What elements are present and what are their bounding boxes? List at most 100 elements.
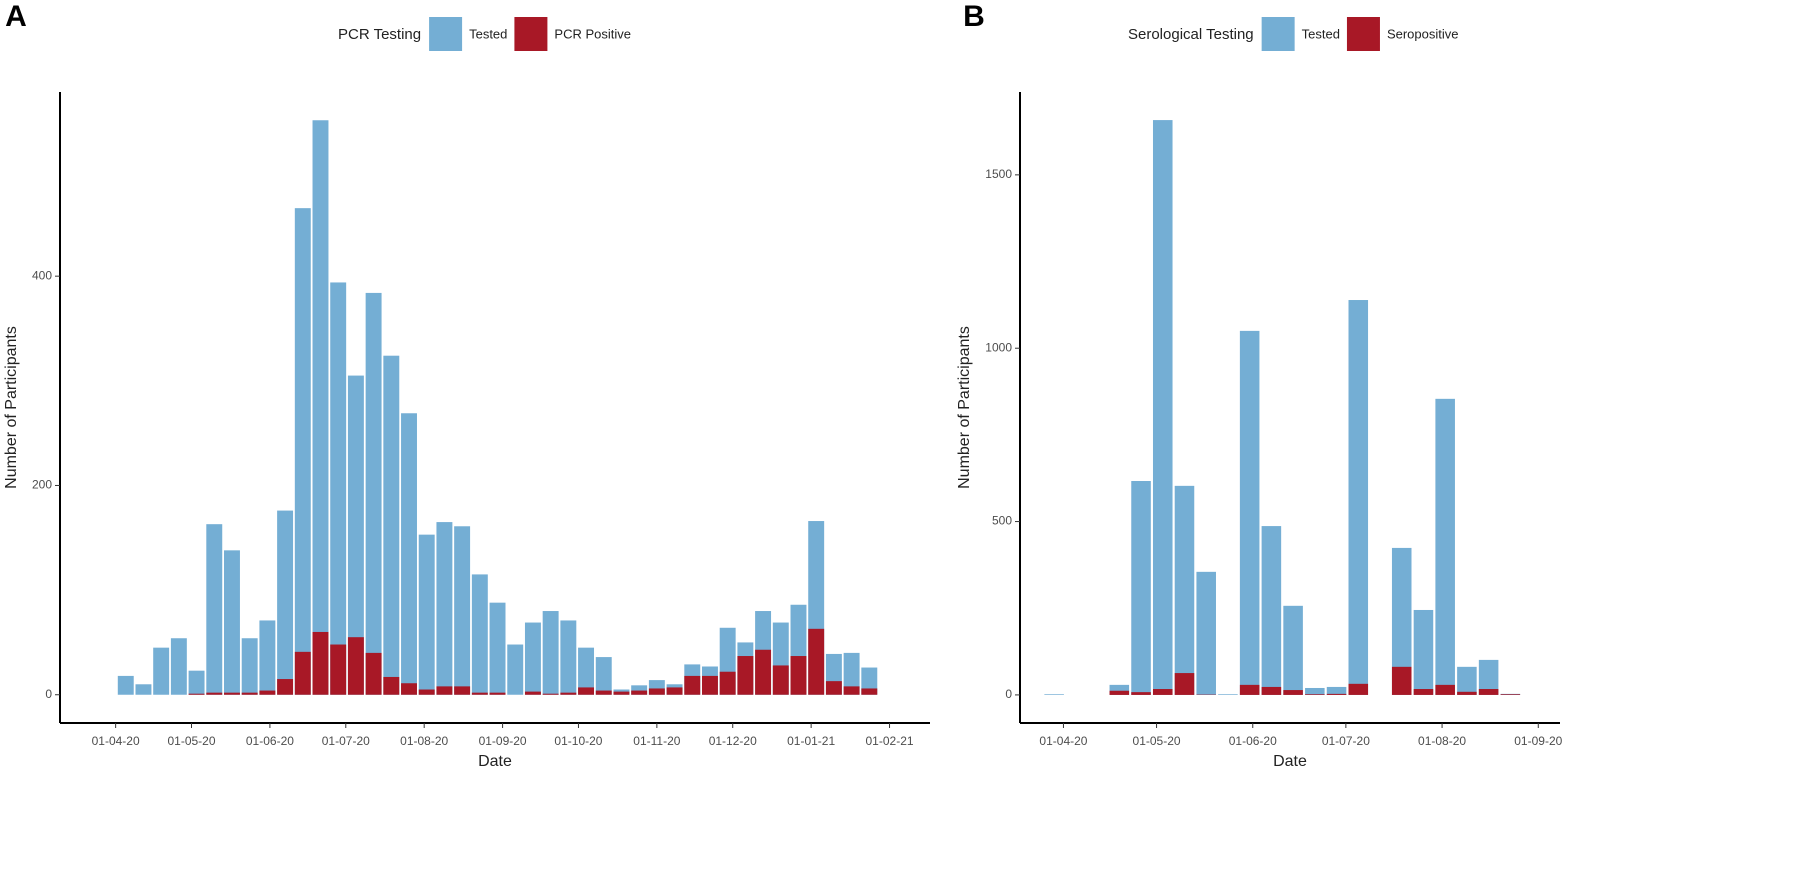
bar — [1131, 481, 1151, 695]
x-tick-label: 01-12-20 — [709, 734, 757, 748]
y-tick-label: 1000 — [985, 340, 1012, 354]
bar — [595, 690, 612, 695]
bar — [1478, 659, 1499, 695]
bar — [1283, 605, 1303, 695]
bar — [454, 526, 471, 695]
bar — [454, 686, 471, 695]
bar — [206, 692, 223, 695]
bar — [117, 675, 134, 695]
bar — [312, 120, 329, 695]
bar — [578, 647, 595, 695]
bar — [330, 644, 347, 695]
bar — [613, 691, 630, 695]
x-tick-label: 01-09-20 — [1514, 734, 1562, 748]
x-tick-label: 01-08-20 — [1418, 734, 1466, 748]
y-axis-title: Number of Participants — [956, 326, 973, 489]
bar — [648, 688, 665, 695]
bar — [524, 691, 541, 695]
bar — [560, 692, 577, 695]
bar — [259, 620, 276, 695]
bar — [666, 687, 683, 695]
legend-label: Seropositive — [1387, 26, 1459, 41]
legend-swatch — [1346, 17, 1380, 51]
bar — [1391, 547, 1412, 695]
bar — [206, 524, 223, 695]
bar — [861, 667, 878, 695]
x-tick-label: 01-09-20 — [479, 734, 527, 748]
bar — [825, 681, 842, 695]
legend-label: Tested — [1302, 26, 1340, 41]
bar — [347, 637, 364, 695]
bar — [507, 644, 524, 695]
x-axis-title: Date — [1273, 753, 1307, 770]
bar — [1348, 683, 1369, 695]
bar — [1044, 694, 1064, 695]
bar — [1326, 686, 1347, 695]
bar — [294, 651, 311, 695]
bar — [755, 649, 772, 695]
bar — [489, 602, 506, 695]
bar — [1478, 689, 1499, 695]
bar — [1500, 694, 1521, 695]
bar — [259, 690, 276, 695]
bar — [1283, 690, 1303, 695]
bar — [1457, 691, 1477, 695]
panel-label: A — [5, 0, 27, 33]
bar — [330, 282, 347, 695]
x-tick-label: 01-02-21 — [866, 734, 914, 748]
bar — [542, 693, 559, 695]
bar — [1109, 690, 1130, 695]
y-tick-label: 500 — [992, 514, 1012, 528]
bar — [224, 550, 240, 695]
legend-swatch — [429, 17, 463, 51]
bar — [1218, 694, 1238, 695]
bar — [790, 656, 807, 695]
bar — [436, 522, 453, 695]
bar — [170, 638, 187, 695]
legend-title: PCR Testing — [338, 26, 421, 43]
bar — [347, 375, 364, 695]
bar — [843, 686, 860, 695]
bar — [843, 652, 860, 695]
bar — [294, 208, 311, 695]
legend-title: Serological Testing — [1128, 26, 1254, 43]
bar — [684, 675, 701, 695]
bar — [1131, 692, 1151, 695]
bar — [1413, 609, 1434, 695]
bar — [1413, 689, 1434, 695]
bar — [1261, 686, 1282, 695]
x-tick-label: 01-06-20 — [1229, 734, 1277, 748]
bar — [383, 676, 400, 695]
bar — [153, 647, 170, 695]
x-tick-label: 01-07-20 — [1322, 734, 1370, 748]
bar — [365, 652, 382, 695]
bar — [1109, 684, 1130, 695]
bar — [418, 689, 435, 695]
bar — [241, 692, 258, 695]
bar — [277, 679, 294, 695]
bar — [560, 620, 577, 695]
x-tick-label: 01-06-20 — [246, 734, 294, 748]
y-tick-label: 200 — [32, 478, 52, 492]
bar — [1305, 687, 1325, 695]
bar — [471, 692, 488, 695]
bar — [1435, 398, 1455, 695]
bar — [135, 684, 152, 695]
y-axis-title: Number of Participants — [3, 326, 20, 489]
bar — [489, 692, 506, 695]
bar — [1457, 666, 1477, 695]
x-tick-label: 01-01-21 — [787, 734, 835, 748]
bar — [241, 638, 258, 695]
bar — [1391, 666, 1412, 695]
bar — [401, 683, 417, 695]
y-tick-label: 0 — [1005, 687, 1012, 701]
bar — [1239, 330, 1260, 695]
bar — [1261, 526, 1282, 695]
bar — [772, 665, 789, 695]
bar — [808, 628, 825, 695]
bar — [1348, 300, 1369, 695]
x-tick-label: 01-11-20 — [633, 734, 680, 748]
bar — [719, 671, 736, 695]
y-tick-label: 400 — [32, 268, 52, 282]
x-tick-label: 01-04-20 — [92, 734, 140, 748]
